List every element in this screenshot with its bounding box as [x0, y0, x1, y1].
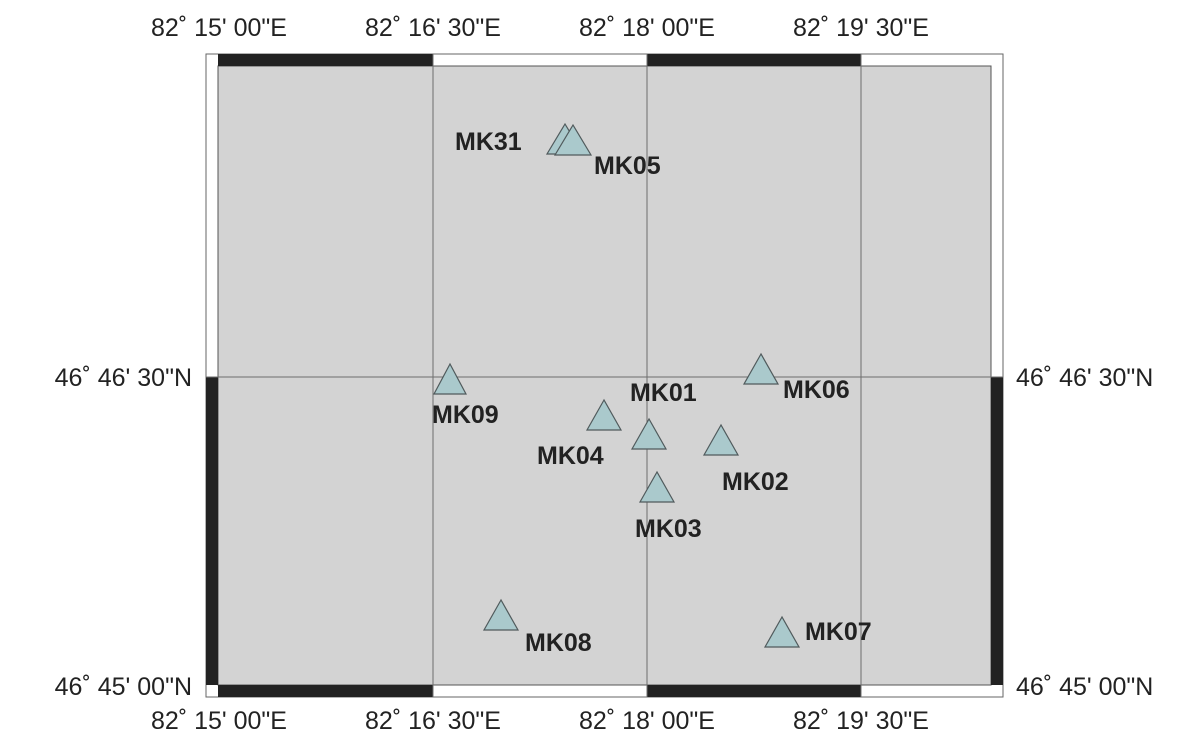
lat-label-right-1: 46˚ 46' 30"N	[1016, 364, 1153, 392]
station-label: MK31	[455, 128, 522, 156]
station-marker-triangle-icon[interactable]	[630, 417, 668, 450]
station-marker-triangle-icon[interactable]	[638, 470, 676, 503]
station-label: MK07	[805, 618, 872, 646]
station-label: MK02	[722, 468, 789, 496]
lat-label-right-2: 46˚ 45' 00"N	[1016, 673, 1153, 701]
lat-label-left-2: 46˚ 45' 00"N	[55, 673, 192, 701]
lon-label-top-4: 82˚ 19' 30"E	[793, 14, 929, 42]
frame-block-bottom-1	[218, 685, 433, 697]
station-label: MK08	[525, 629, 592, 657]
frame-block-left	[206, 377, 218, 685]
lon-label-bottom-3: 82˚ 18' 00"E	[579, 707, 715, 735]
station-label: MK01	[630, 379, 697, 407]
frame-block-bottom-2	[647, 685, 861, 697]
station-label: MK05	[594, 152, 661, 180]
lon-label-top-3: 82˚ 18' 00"E	[579, 14, 715, 42]
station-label: MK03	[635, 515, 702, 543]
map-land-area	[217, 65, 992, 686]
stations-layer	[433, 122, 801, 648]
frame-block-top-2	[647, 54, 861, 66]
station-marker-triangle-icon[interactable]	[482, 598, 520, 631]
station-marker-triangle-icon[interactable]	[433, 362, 467, 395]
station-label: MK06	[783, 376, 850, 404]
lon-label-bottom-2: 82˚ 16' 30"E	[365, 707, 501, 735]
lon-label-top-2: 82˚ 16' 30"E	[365, 14, 501, 42]
station-label: MK09	[432, 401, 499, 429]
station-marker-triangle-icon[interactable]	[553, 123, 593, 156]
station-label: MK04	[537, 442, 604, 470]
lat-label-left-1: 46˚ 46' 30"N	[55, 364, 192, 392]
frame-block-top-1	[218, 54, 433, 66]
lon-label-top-1: 82˚ 15' 00"E	[151, 14, 287, 42]
station-marker-triangle-icon[interactable]	[702, 423, 740, 456]
lon-label-bottom-4: 82˚ 19' 30"E	[793, 707, 929, 735]
station-marker-triangle-icon[interactable]	[763, 615, 801, 648]
station-marker-triangle-icon[interactable]	[585, 398, 623, 431]
frame-block-right	[991, 377, 1003, 685]
lon-label-bottom-1: 82˚ 15' 00"E	[151, 707, 287, 735]
station-marker-triangle-icon[interactable]	[742, 352, 780, 385]
